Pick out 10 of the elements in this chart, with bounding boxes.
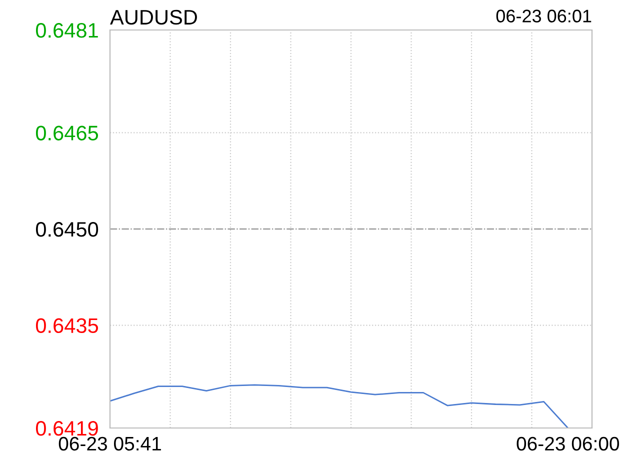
y-tick-label: 0.6465 [36,126,98,140]
line-series [110,384,569,428]
text: 06-23 06:01 [496,10,592,22]
y-tick-label: 0.6435 [36,318,98,334]
y-tick-label: 0.6481 [36,23,98,38]
chart-title: AUDUSD [110,10,197,25]
y-tick-label: 0.6450 [36,222,98,237]
y-tick-label: 0.6419 [36,421,98,436]
x-tick-label: 06-23 05:41 [58,436,161,451]
x-tick-label: 06-23 06:00 [516,436,620,451]
